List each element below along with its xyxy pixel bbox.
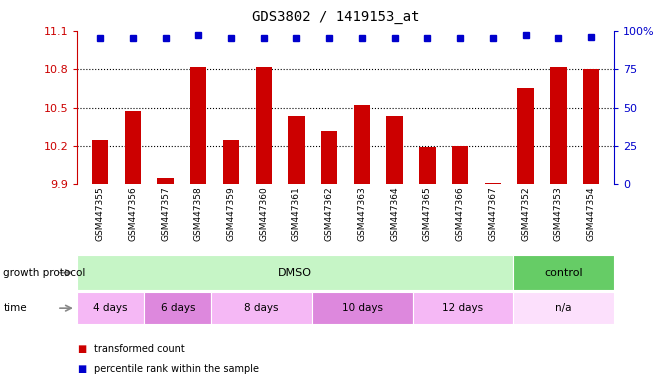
Text: GSM447358: GSM447358 <box>194 186 203 241</box>
Bar <box>354 105 370 184</box>
Bar <box>190 66 207 184</box>
Bar <box>144 292 211 324</box>
Text: n/a: n/a <box>556 303 572 313</box>
Text: 8 days: 8 days <box>244 303 279 313</box>
Text: GSM447362: GSM447362 <box>325 186 333 241</box>
Text: GSM447364: GSM447364 <box>390 186 399 241</box>
Bar <box>583 69 599 184</box>
Bar <box>125 111 141 184</box>
Bar <box>158 178 174 184</box>
Bar <box>77 292 144 324</box>
Bar <box>419 147 435 184</box>
Bar <box>550 66 566 184</box>
Bar <box>92 139 108 184</box>
Bar <box>312 292 413 324</box>
Bar <box>513 255 614 290</box>
Text: percentile rank within the sample: percentile rank within the sample <box>94 364 259 374</box>
Bar <box>77 255 513 290</box>
Text: GSM447357: GSM447357 <box>161 186 170 241</box>
Text: 10 days: 10 days <box>342 303 383 313</box>
Bar <box>513 292 614 324</box>
Text: control: control <box>544 268 583 278</box>
Text: GSM447356: GSM447356 <box>128 186 138 241</box>
Text: GSM447360: GSM447360 <box>259 186 268 241</box>
Bar <box>517 88 533 184</box>
Text: GSM447363: GSM447363 <box>358 186 366 241</box>
Bar <box>289 116 305 184</box>
Bar <box>211 292 312 324</box>
Bar <box>452 146 468 184</box>
Bar <box>256 66 272 184</box>
Text: GSM447367: GSM447367 <box>488 186 497 241</box>
Text: GSM447366: GSM447366 <box>456 186 464 241</box>
Text: 6 days: 6 days <box>160 303 195 313</box>
Text: DMSO: DMSO <box>278 268 312 278</box>
Text: 12 days: 12 days <box>442 303 484 313</box>
Text: GSM447354: GSM447354 <box>586 186 596 241</box>
Text: growth protocol: growth protocol <box>3 268 86 278</box>
Text: GSM447359: GSM447359 <box>227 186 236 241</box>
Text: GSM447353: GSM447353 <box>554 186 563 241</box>
Text: GSM447365: GSM447365 <box>423 186 432 241</box>
Text: GSM447355: GSM447355 <box>95 186 105 241</box>
Text: 4 days: 4 days <box>93 303 128 313</box>
Bar <box>223 139 239 184</box>
Text: ■: ■ <box>77 364 87 374</box>
Text: transformed count: transformed count <box>94 344 185 354</box>
Bar <box>386 116 403 184</box>
Bar <box>484 183 501 184</box>
Text: GSM447361: GSM447361 <box>292 186 301 241</box>
Text: GDS3802 / 1419153_at: GDS3802 / 1419153_at <box>252 10 419 23</box>
Text: time: time <box>3 303 27 313</box>
Text: GSM447352: GSM447352 <box>521 186 530 241</box>
Bar <box>413 292 513 324</box>
Bar <box>321 131 338 184</box>
Text: ■: ■ <box>77 344 87 354</box>
